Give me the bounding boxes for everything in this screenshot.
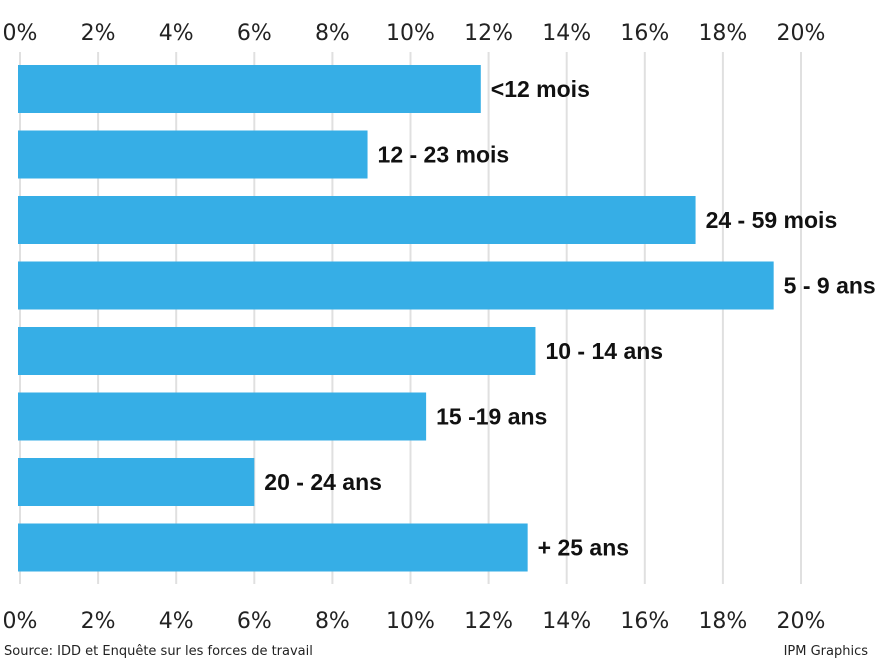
x-tick-label-bottom: 10% — [386, 609, 435, 634]
x-tick-label-bottom: 2% — [81, 609, 116, 634]
graphics-credit: IPM Graphics — [783, 644, 868, 659]
category-label: 15 -19 ans — [436, 404, 547, 430]
category-label: 10 - 14 ans — [545, 338, 663, 364]
category-labels: <12 mois 12 - 23 mois 24 - 59 mois 5 - 9 an… — [264, 76, 875, 561]
category-label: <12 mois — [491, 76, 590, 102]
bar — [18, 130, 368, 179]
x-tick-label-top: 20% — [777, 21, 826, 46]
category-label: 5 - 9 ans — [784, 273, 876, 299]
x-tick-label-top: 6% — [237, 21, 272, 46]
category-label: 12 - 23 mois — [378, 142, 510, 168]
bar — [18, 458, 255, 506]
category-label: 20 - 24 ans — [264, 469, 382, 495]
x-tick-label-top: 2% — [81, 21, 116, 46]
x-tick-label-bottom: 6% — [237, 609, 272, 634]
bars — [18, 65, 774, 572]
x-tick-label-bottom: 18% — [698, 609, 747, 634]
x-tick-label-bottom: 16% — [620, 609, 669, 634]
x-tick-label-bottom: 8% — [315, 609, 350, 634]
source-note: Source: IDD et Enquête sur les forces de… — [4, 644, 313, 659]
x-tick-label-bottom: 20% — [777, 609, 826, 634]
category-label: 24 - 59 mois — [706, 207, 838, 233]
category-label: + 25 ans — [538, 535, 629, 561]
x-tick-label-top: 4% — [159, 21, 194, 46]
bar — [18, 261, 774, 310]
bar — [18, 196, 696, 244]
x-tick-label-top: 12% — [464, 21, 513, 46]
x-tick-label-bottom: 0% — [3, 609, 38, 634]
x-tick-label-bottom: 14% — [542, 609, 591, 634]
x-tick-label-top: 18% — [698, 21, 747, 46]
x-tick-label-bottom: 4% — [159, 609, 194, 634]
bar — [18, 392, 427, 441]
bar — [18, 327, 536, 375]
x-tick-label-top: 16% — [620, 21, 669, 46]
x-tick-label-bottom: 12% — [464, 609, 513, 634]
top-axis-ticks: 0% 2% 4% 6% 8% 10% 12% 14% 16% 18% 20% — [3, 21, 826, 46]
x-tick-label-top: 10% — [386, 21, 435, 46]
bar — [18, 65, 481, 113]
bottom-axis-ticks: 0% 2% 4% 6% 8% 10% 12% 14% 16% 18% 20% — [3, 609, 826, 634]
x-tick-label-top: 0% — [3, 21, 38, 46]
bar — [18, 523, 528, 572]
bar-chart: <12 mois 12 - 23 mois 24 - 59 mois 5 - 9 an… — [3, 21, 876, 634]
x-tick-label-top: 8% — [315, 21, 350, 46]
x-tick-label-top: 14% — [542, 21, 591, 46]
